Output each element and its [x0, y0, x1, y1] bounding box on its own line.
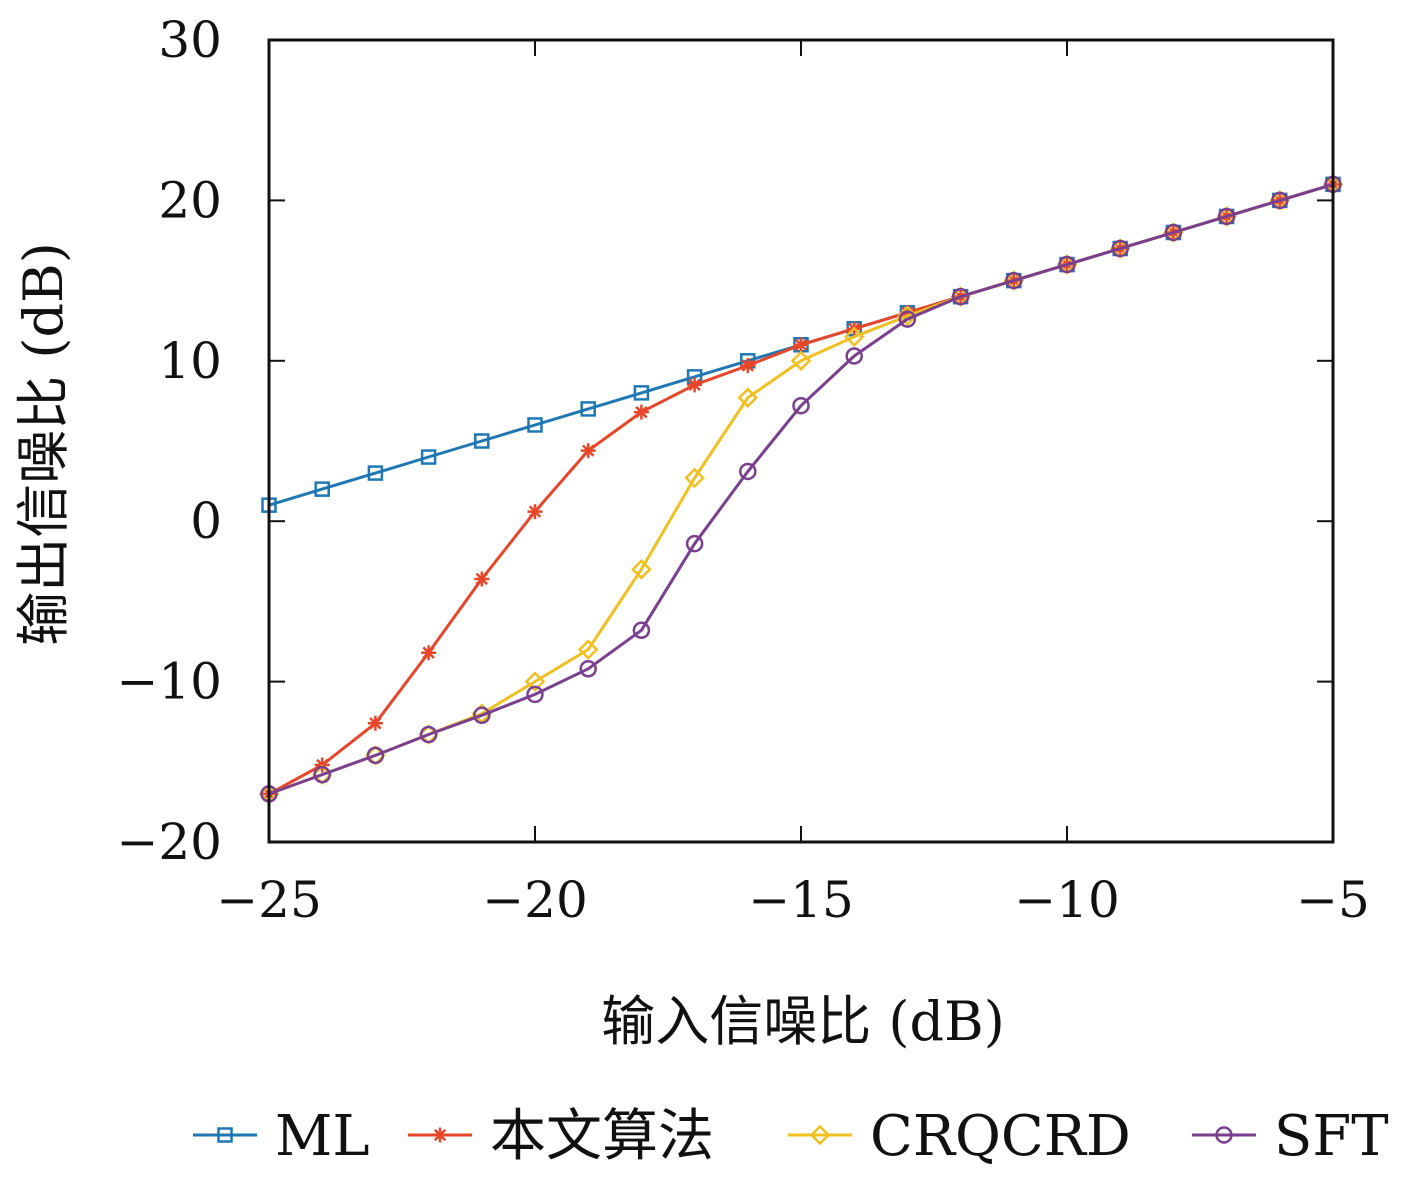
data-point: [739, 462, 757, 481]
x-tick-label: −25: [216, 871, 322, 929]
series-3: [258, 174, 1344, 805]
legend-label: ML: [275, 1104, 370, 1169]
legend-item: 本文算法: [408, 1104, 714, 1169]
data-point: [790, 350, 812, 372]
data-point: [579, 660, 597, 678]
data-point: [843, 326, 865, 348]
data-point: [684, 467, 705, 489]
series-layer: [258, 174, 1344, 805]
data-point: [685, 534, 704, 553]
y-tick-label: 30: [158, 11, 222, 69]
legend-item: CRQCRD: [788, 1104, 1131, 1169]
series-line: [268, 182, 1334, 796]
data-point: [1005, 271, 1023, 290]
data-point: [1217, 207, 1236, 226]
legend: ML 本文算法 CRQCRD SFT: [193, 1104, 1389, 1169]
legend-marker: [217, 1127, 233, 1143]
data-point: [580, 401, 596, 417]
x-tick-label: −10: [1014, 871, 1120, 929]
data-point: [366, 746, 385, 765]
data-point: [577, 639, 599, 660]
data-point: [474, 433, 490, 449]
y-tick-label: 0: [190, 492, 222, 550]
data-point: [1271, 191, 1289, 210]
data-point: [1164, 223, 1183, 242]
data-point: [1058, 255, 1076, 274]
data-point: [687, 377, 703, 393]
y-tick-label: −10: [116, 653, 222, 711]
data-point: [527, 417, 543, 433]
data-point: [845, 347, 863, 365]
data-point: [313, 765, 331, 784]
plot-frame: [267, 38, 1335, 844]
legend-label: 本文算法: [490, 1104, 714, 1169]
y-tick-label: −20: [116, 813, 222, 871]
data-point: [792, 396, 810, 415]
data-point: [473, 706, 491, 725]
series-line: [268, 182, 1334, 796]
data-point: [474, 571, 490, 587]
data-point: [1111, 239, 1129, 258]
legend-marker: [809, 1124, 831, 1146]
x-axis-label: 输入信噪比 (dB): [601, 990, 1005, 1053]
data-point: [367, 715, 383, 731]
data-point: [740, 358, 756, 374]
legend-item: SFT: [1192, 1104, 1389, 1169]
data-point: [580, 443, 596, 459]
legend-label: CRQCRD: [870, 1104, 1131, 1169]
data-point: [737, 387, 759, 408]
x-tick-label: −20: [482, 871, 588, 929]
data-point: [631, 559, 652, 580]
data-point: [793, 337, 809, 353]
data-point: [420, 449, 437, 465]
legend-marker: [432, 1127, 448, 1143]
x-tick-label: −5: [1296, 871, 1370, 929]
series-line: [268, 182, 1334, 796]
series-2: [261, 176, 1341, 802]
data-point: [526, 685, 544, 704]
y-tick-label: 20: [158, 171, 222, 229]
data-point: [367, 465, 384, 481]
data-point: [632, 621, 651, 640]
data-point: [314, 481, 330, 497]
legend-marker: [1215, 1126, 1233, 1144]
data-point: [633, 385, 650, 401]
data-point: [633, 404, 649, 420]
x-tick-label: −15: [748, 871, 854, 929]
data-point: [419, 725, 438, 744]
y-tick-label: 10: [158, 332, 222, 390]
data-point: [527, 504, 543, 520]
data-point: [524, 671, 546, 692]
legend-item: ML: [193, 1104, 370, 1169]
data-point: [951, 287, 970, 306]
series-4: [260, 175, 1342, 803]
legend-label: SFT: [1274, 1104, 1389, 1169]
y-axis-label: 输出信噪比 (dB): [12, 242, 75, 646]
data-point: [421, 645, 437, 661]
data-point: [898, 310, 917, 328]
